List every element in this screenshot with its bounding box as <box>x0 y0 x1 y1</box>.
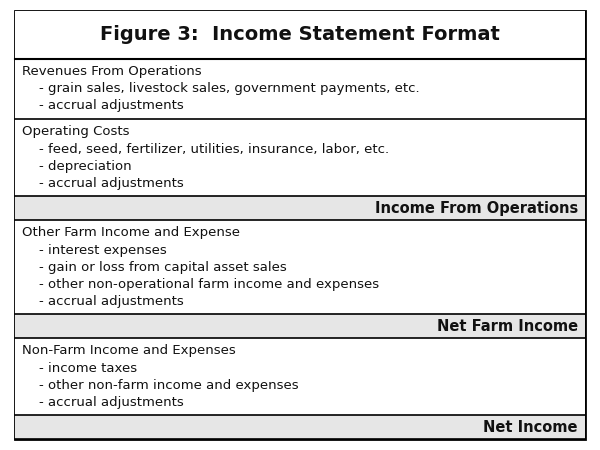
Text: - depreciation: - depreciation <box>22 160 132 173</box>
Text: Income From Operations: Income From Operations <box>374 201 578 216</box>
Text: - feed, seed, fertilizer, utilities, insurance, labor, etc.: - feed, seed, fertilizer, utilities, ins… <box>22 143 389 156</box>
Text: Net Income: Net Income <box>484 419 578 435</box>
Bar <box>15 11 585 59</box>
Text: - other non-farm income and expenses: - other non-farm income and expenses <box>22 378 299 392</box>
Text: - income taxes: - income taxes <box>22 361 137 374</box>
Bar <box>15 415 585 439</box>
Text: Net Farm Income: Net Farm Income <box>437 319 578 333</box>
Text: - interest expenses: - interest expenses <box>22 243 167 256</box>
Bar <box>15 58 585 119</box>
Bar <box>15 338 585 415</box>
Text: - grain sales, livestock sales, government payments, etc.: - grain sales, livestock sales, governme… <box>22 82 420 95</box>
Bar <box>15 220 585 315</box>
Text: - accrual adjustments: - accrual adjustments <box>22 295 184 308</box>
Bar <box>15 119 585 196</box>
Text: Other Farm Income and Expense: Other Farm Income and Expense <box>22 226 240 239</box>
Text: - accrual adjustments: - accrual adjustments <box>22 99 184 112</box>
Text: Operating Costs: Operating Costs <box>22 126 130 139</box>
Text: - accrual adjustments: - accrual adjustments <box>22 396 184 409</box>
Bar <box>15 315 585 338</box>
Text: Revenues From Operations: Revenues From Operations <box>22 65 202 78</box>
Text: Non-Farm Income and Expenses: Non-Farm Income and Expenses <box>22 344 236 357</box>
Bar <box>15 196 585 220</box>
Text: - other non-operational farm income and expenses: - other non-operational farm income and … <box>22 278 379 291</box>
Text: - gain or loss from capital asset sales: - gain or loss from capital asset sales <box>22 261 287 274</box>
Text: Figure 3:  Income Statement Format: Figure 3: Income Statement Format <box>100 25 500 45</box>
Text: - accrual adjustments: - accrual adjustments <box>22 177 184 190</box>
